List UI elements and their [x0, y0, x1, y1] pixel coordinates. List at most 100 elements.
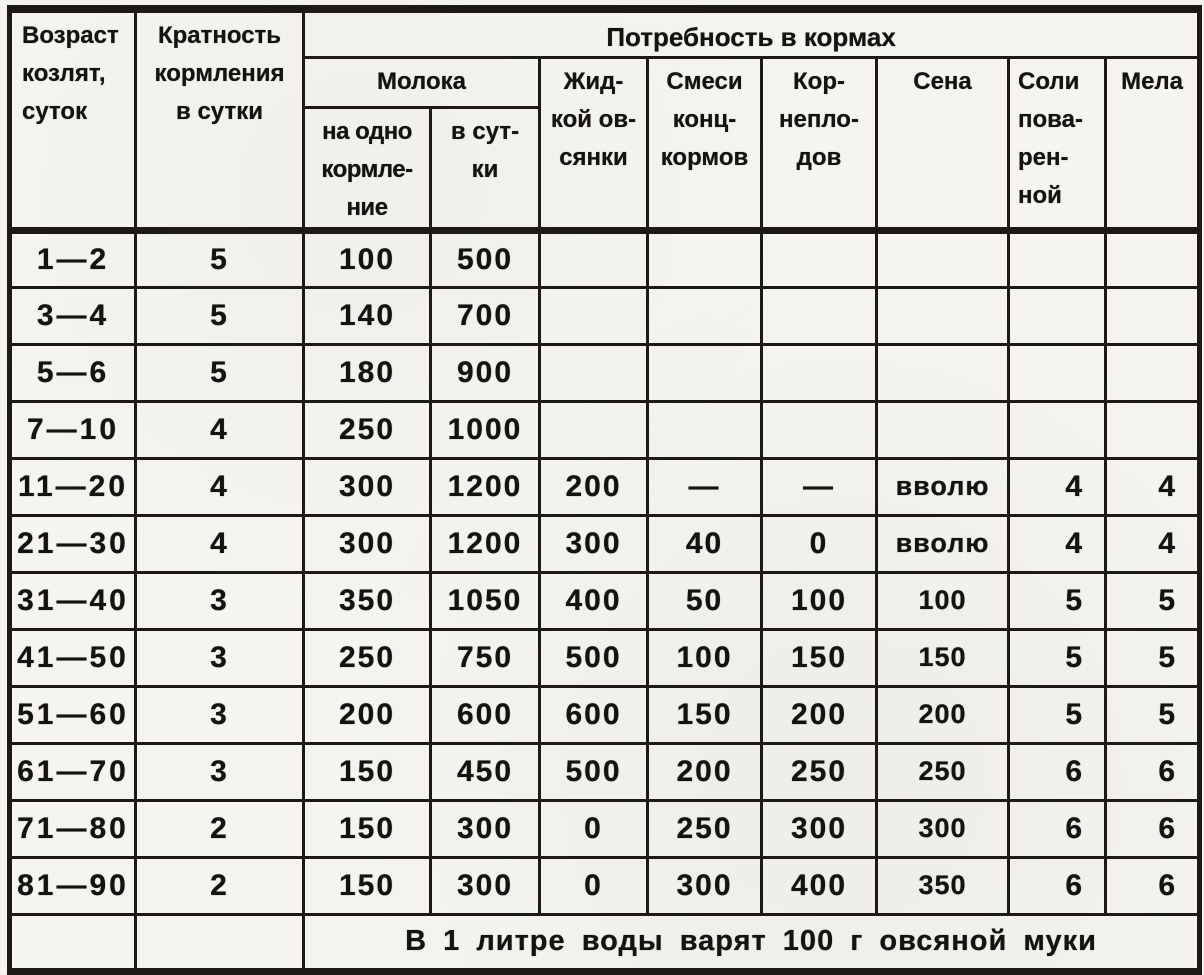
- cell-salt: [1007, 226, 1107, 289]
- cell-chalk: 5: [1103, 627, 1202, 688]
- cell-salt: 5: [1007, 684, 1107, 745]
- cell-frequency: 3: [134, 741, 305, 802]
- cell-age: 1—2: [8, 226, 137, 289]
- cell-milk-per-day: 700: [429, 285, 541, 346]
- header-milk-per-feeding: на одно кормле- ние: [302, 105, 432, 232]
- cell-concentrates: 150: [646, 684, 763, 745]
- cell-milk-per-feeding: 200: [302, 684, 432, 745]
- header-need-group: Потребность в кормах: [301, 7, 1202, 59]
- footer-empty-age-cell: [8, 912, 137, 973]
- cell-frequency: 3: [134, 684, 305, 745]
- table-row: 41—50 3 250 750 500 100 150 150 5 5: [8, 627, 1202, 688]
- cell-frequency: 2: [134, 855, 305, 916]
- cell-chalk: 6: [1103, 798, 1202, 859]
- table-row: 5—6 5 180 900: [8, 342, 1202, 403]
- cell-chalk: [1103, 399, 1202, 460]
- cell-salt: 5: [1007, 627, 1107, 688]
- cell-roots: [760, 285, 878, 346]
- cell-hay: [875, 342, 1010, 403]
- cell-roots: 0: [760, 513, 878, 574]
- cell-age: 3—4: [8, 285, 137, 346]
- table-row: 7—10 4 250 1000: [8, 399, 1202, 460]
- cell-oatmeal: 600: [538, 684, 649, 745]
- table-row: 81—90 2 150 300 0 300 400 350 6 6: [8, 855, 1202, 916]
- table-row: 11—20 4 300 1200 200 — — вволю 4 4: [8, 456, 1202, 517]
- cell-oatmeal: 0: [538, 798, 649, 859]
- cell-milk-per-day: 300: [429, 798, 541, 859]
- cell-oatmeal: 500: [538, 741, 649, 802]
- cell-frequency: 5: [134, 342, 305, 403]
- cell-milk-per-day: 1050: [429, 570, 541, 631]
- cell-hay: [875, 226, 1010, 289]
- cell-chalk: 5: [1103, 570, 1202, 631]
- table-row: 61—70 3 150 450 500 200 250 250 6 6: [8, 741, 1202, 802]
- cell-frequency: 2: [134, 798, 305, 859]
- cell-oatmeal: 500: [538, 627, 649, 688]
- header-age: Возраст козлят, суток: [8, 7, 137, 232]
- header-concentrates: Смеси конц- кормов: [646, 55, 763, 232]
- cell-concentrates: —: [646, 456, 763, 517]
- cell-age: 61—70: [8, 741, 137, 802]
- cell-salt: 4: [1007, 513, 1107, 574]
- cell-roots: 150: [760, 627, 878, 688]
- cell-concentrates: 100: [646, 627, 763, 688]
- cell-age: 11—20: [8, 456, 137, 517]
- header-hay: Сена: [875, 55, 1010, 232]
- table-row: 21—30 4 300 1200 300 40 0 вволю 4 4: [8, 513, 1202, 574]
- cell-oatmeal: [538, 399, 649, 460]
- cell-milk-per-day: 1200: [429, 456, 541, 517]
- footer-row: В 1 литре воды варят 100 г овсяной муки: [8, 912, 1202, 973]
- cell-concentrates: 40: [646, 513, 763, 574]
- cell-oatmeal: 0: [538, 855, 649, 916]
- footer-empty-frequency-cell: [134, 912, 305, 973]
- table-row: 1—2 5 100 500: [8, 226, 1202, 289]
- cell-salt: [1007, 285, 1107, 346]
- cell-milk-per-day: 1000: [429, 399, 541, 460]
- cell-milk-per-day: 750: [429, 627, 541, 688]
- cell-age: 21—30: [8, 513, 137, 574]
- cell-roots: 250: [760, 741, 878, 802]
- cell-chalk: 4: [1103, 456, 1202, 517]
- cell-age: 7—10: [8, 399, 137, 460]
- cell-roots: [760, 399, 878, 460]
- cell-chalk: [1103, 226, 1202, 289]
- cell-age: 71—80: [8, 798, 137, 859]
- cell-milk-per-day: 1200: [429, 513, 541, 574]
- cell-milk-per-feeding: 300: [302, 456, 432, 517]
- header-milk-group: Молока: [302, 55, 541, 109]
- cell-milk-per-day: 900: [429, 342, 541, 403]
- cell-hay: вволю: [875, 513, 1010, 574]
- cell-concentrates: [646, 342, 763, 403]
- cell-milk-per-feeding: 300: [302, 513, 432, 574]
- cell-oatmeal: 300: [538, 513, 649, 574]
- cell-hay: [875, 285, 1010, 346]
- cell-frequency: 5: [134, 226, 305, 289]
- cell-frequency: 3: [134, 627, 305, 688]
- cell-frequency: 4: [134, 513, 305, 574]
- cell-milk-per-day: 600: [429, 684, 541, 745]
- cell-oatmeal: 200: [538, 456, 649, 517]
- cell-chalk: [1103, 342, 1202, 403]
- cell-age: 41—50: [8, 627, 137, 688]
- cell-oatmeal: [538, 226, 649, 289]
- cell-oatmeal: [538, 342, 649, 403]
- cell-concentrates: 50: [646, 570, 763, 631]
- footer-note: В 1 литре воды варят 100 г овсяной муки: [301, 912, 1202, 973]
- header-roots: Кор- непло- дов: [760, 55, 878, 232]
- table-row: 3—4 5 140 700: [8, 285, 1202, 346]
- cell-age: 31—40: [8, 570, 137, 631]
- cell-roots: —: [760, 456, 878, 517]
- cell-concentrates: 200: [646, 741, 763, 802]
- cell-hay: вволю: [875, 456, 1010, 517]
- cell-frequency: 4: [134, 456, 305, 517]
- cell-age: 81—90: [8, 855, 137, 916]
- cell-hay: 150: [875, 627, 1010, 688]
- header-chalk: Мела: [1103, 55, 1202, 232]
- cell-chalk: 6: [1103, 741, 1202, 802]
- cell-age: 5—6: [8, 342, 137, 403]
- cell-milk-per-day: 450: [429, 741, 541, 802]
- cell-roots: 300: [760, 798, 878, 859]
- table-row: 71—80 2 150 300 0 250 300 300 6 6: [8, 798, 1202, 859]
- cell-milk-per-feeding: 150: [302, 855, 432, 916]
